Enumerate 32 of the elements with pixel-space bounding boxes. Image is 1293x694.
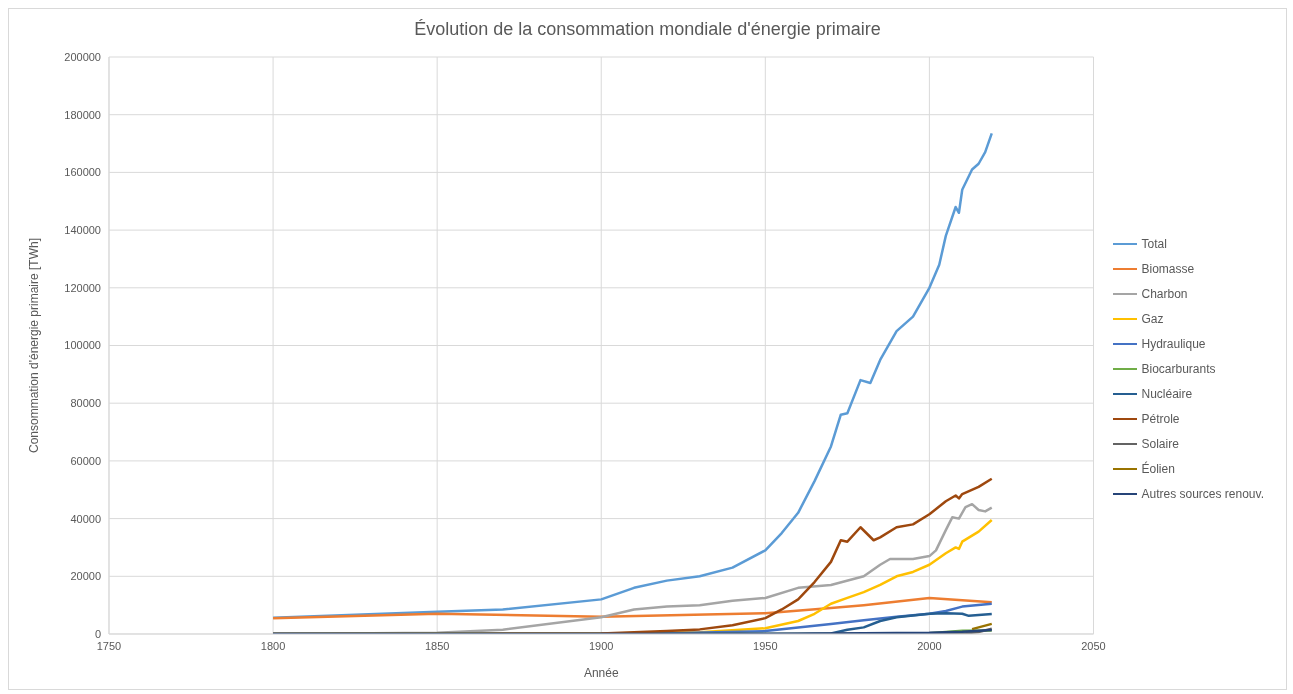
legend-label: Charbon bbox=[1141, 285, 1188, 303]
legend-label: Pétrole bbox=[1141, 410, 1180, 428]
x-tick-label: 1950 bbox=[753, 639, 778, 652]
legend-label: Gaz bbox=[1141, 310, 1164, 328]
y-tick-label: 140000 bbox=[64, 224, 101, 237]
x-tick-label: 2050 bbox=[1081, 639, 1106, 652]
legend-label: Solaire bbox=[1141, 435, 1179, 453]
x-tick-label: 1800 bbox=[260, 639, 286, 652]
y-tick-label: 60000 bbox=[70, 454, 101, 467]
y-tick-label: 120000 bbox=[64, 281, 101, 294]
x-tick-label: 1900 bbox=[589, 639, 614, 652]
x-tick-label: 1850 bbox=[424, 639, 450, 652]
legend-label: Biomasse bbox=[1141, 260, 1195, 278]
y-tick-label: 80000 bbox=[70, 397, 101, 410]
legend-label: Hydraulique bbox=[1141, 335, 1206, 353]
legend-label: Total bbox=[1141, 235, 1167, 253]
y-tick-label: 40000 bbox=[70, 512, 101, 525]
legend-label: Biocarburants bbox=[1141, 360, 1216, 378]
y-tick-label: 160000 bbox=[64, 166, 101, 179]
x-axis-title: Année bbox=[583, 666, 619, 680]
y-axis-title: Consommation d'énergie primaire [TWh] bbox=[27, 237, 42, 454]
legend-label: Autres sources renouv. bbox=[1141, 485, 1264, 503]
y-tick-label: 200000 bbox=[64, 50, 101, 63]
x-tick-label: 1750 bbox=[96, 639, 122, 652]
y-tick-label: 0 bbox=[94, 627, 101, 640]
y-tick-label: 180000 bbox=[64, 108, 101, 121]
legend-label: Nucléaire bbox=[1141, 385, 1193, 403]
x-tick-label: 2000 bbox=[917, 639, 942, 652]
y-tick-label: 20000 bbox=[70, 570, 101, 583]
y-tick-label: 100000 bbox=[64, 339, 101, 352]
legend-label: Éolien bbox=[1141, 460, 1175, 478]
chart-title: Évolution de la consommation mondiale d'énergie primaire bbox=[413, 18, 882, 41]
